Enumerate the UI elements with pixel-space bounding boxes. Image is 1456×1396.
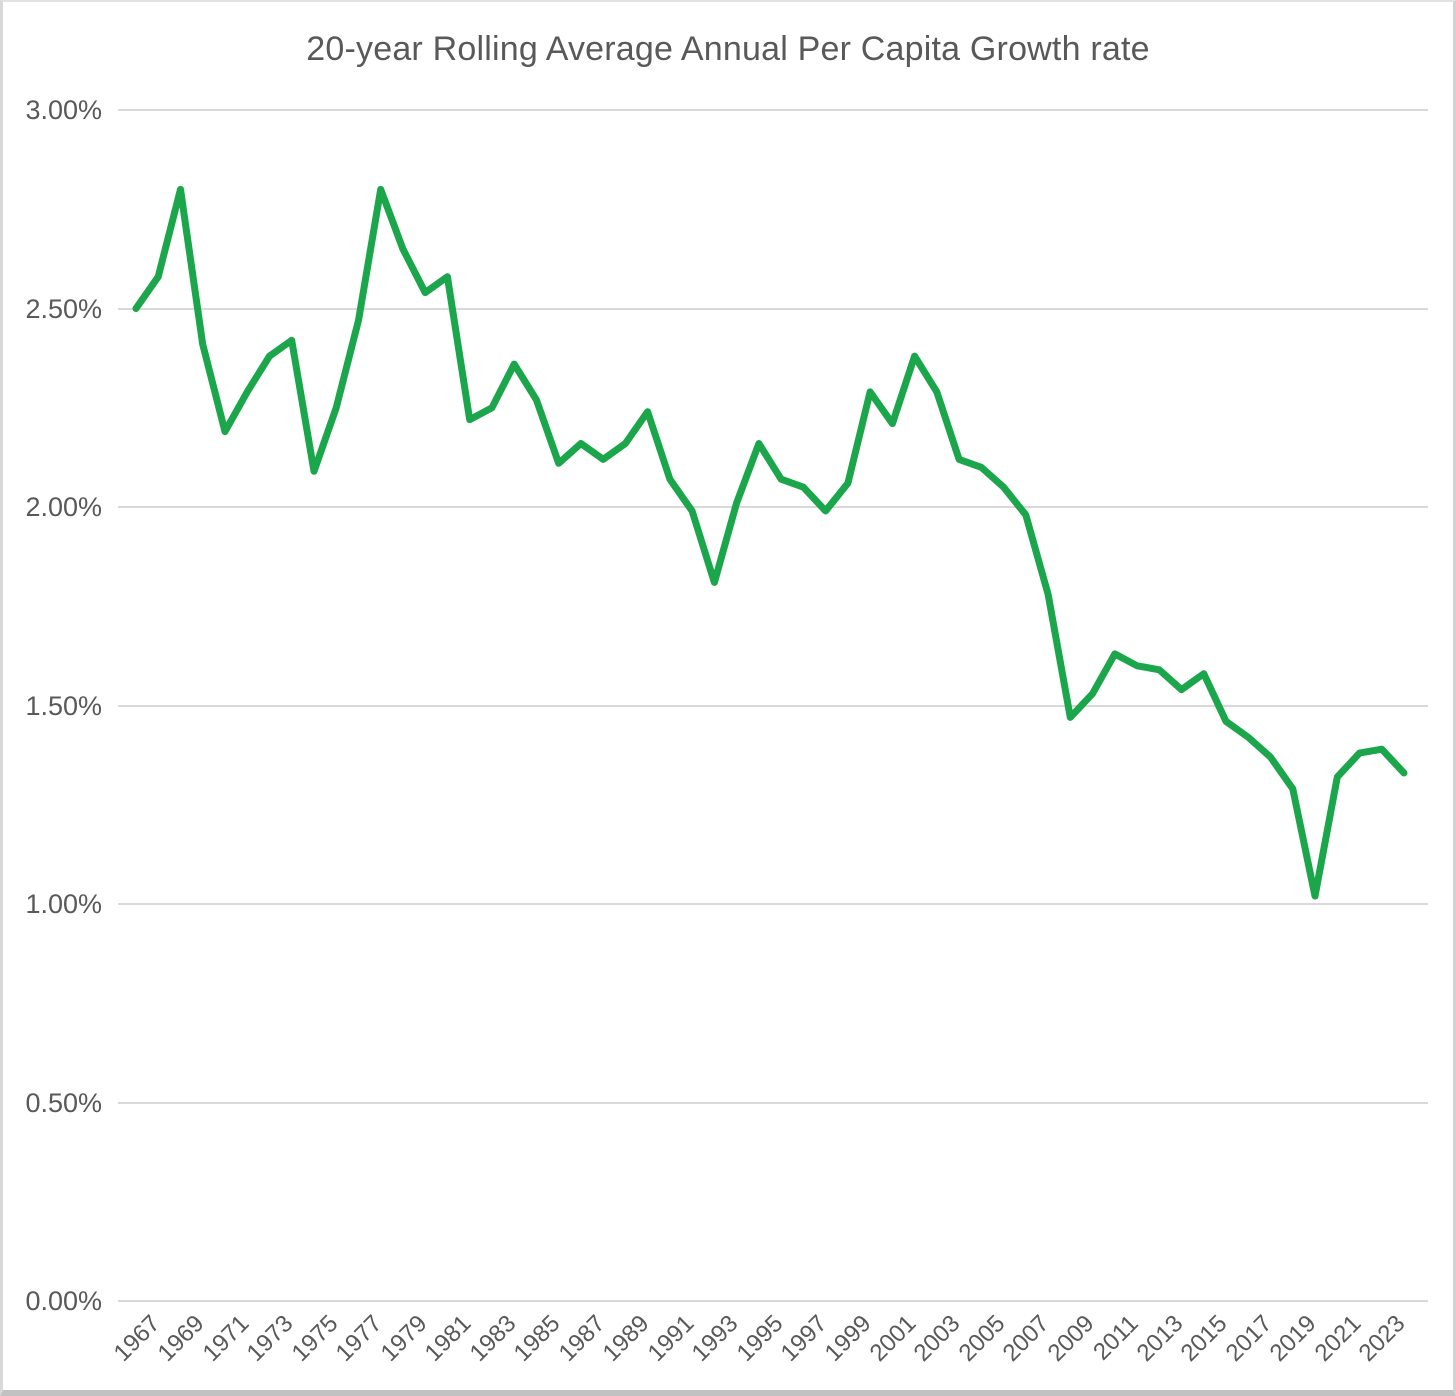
y-axis-tick-label: 1.50% — [25, 690, 102, 721]
y-axis-tick-label: 0.00% — [25, 1286, 102, 1316]
y-axis-tick-label: 3.00% — [25, 95, 102, 125]
y-axis-tick-label: 0.50% — [25, 1087, 102, 1118]
gridline — [118, 1101, 1428, 1104]
data-line — [132, 185, 1408, 900]
y-axis-tick-label: 1.00% — [25, 889, 102, 919]
chart-title: 20-year Rolling Average Annual Per Capit… — [306, 30, 1150, 68]
gridline — [118, 109, 1428, 111]
gridline — [118, 1300, 1428, 1302]
gridline — [118, 307, 1428, 310]
y-axis-tick-label: 2.00% — [25, 492, 102, 522]
gridline — [118, 704, 1428, 707]
gridline — [118, 903, 1428, 905]
y-axis-tick-label: 2.50% — [25, 293, 102, 324]
gridline — [118, 506, 1428, 508]
